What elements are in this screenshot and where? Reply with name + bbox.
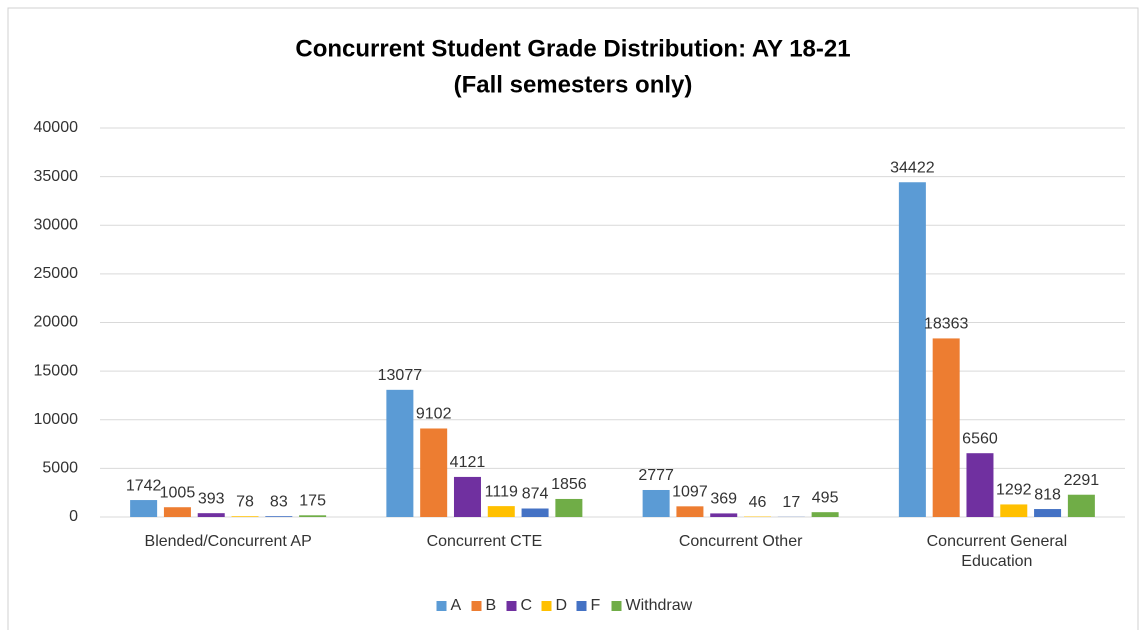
y-tick-label: 35000 [34,168,79,185]
bar [265,516,293,517]
x-tick-label: Concurrent General Education [926,533,1068,570]
legend-swatch [541,601,552,611]
chart-frame [7,7,1139,630]
legend-swatch [506,601,517,611]
data-label: 393 [198,490,225,507]
data-label: 46 [749,494,767,511]
bar [521,508,549,517]
bar [420,428,448,517]
bar [642,489,670,517]
y-tick-label: 5000 [42,460,78,477]
bar [1034,509,1062,517]
legend-swatch [471,601,482,611]
x-tick-label: Blended/Concurrent AP [144,533,312,550]
data-label: 1742 [126,477,162,494]
x-tick-label: Concurrent Other [678,533,803,550]
legend-label: C [521,597,533,614]
data-label: 2777 [638,467,674,484]
data-label: 6560 [962,430,998,447]
bar [676,506,704,517]
legend-swatch [436,601,447,611]
bar [487,506,515,517]
bar [898,182,926,518]
bar [453,476,481,517]
data-label: 13077 [378,367,423,384]
bar [130,500,158,517]
bar [1067,494,1095,517]
data-label: 34422 [890,159,935,176]
data-label: 78 [236,493,254,510]
legend-label: B [486,597,497,614]
data-label: 1005 [160,484,196,501]
chart-subtitle: (Fall semesters only) [454,71,693,98]
data-label: 495 [812,489,839,506]
y-tick-label: 10000 [34,411,79,428]
legend-swatch [576,601,587,611]
y-tick-label: 30000 [34,216,79,233]
x-tick-label: Concurrent CTE [426,533,543,550]
legend-label: Withdraw [626,597,693,614]
y-tick-label: 15000 [34,362,79,379]
data-label: 1292 [996,482,1032,499]
data-label: 369 [710,491,737,508]
bar [386,389,414,517]
bar [966,453,994,517]
data-label: 4121 [450,454,486,471]
chart-title: Concurrent Student Grade Distribution: A… [295,35,850,62]
bar [932,338,960,517]
y-tick-label: 25000 [34,265,79,282]
legend-label: A [451,597,462,614]
data-label: 18363 [924,316,969,333]
data-label: 874 [522,486,549,503]
data-label: 1097 [672,484,708,501]
y-tick-label: 20000 [34,314,79,331]
y-tick-label: 40000 [34,119,79,136]
data-label: 818 [1034,486,1061,503]
data-label: 17 [782,494,800,511]
bar [555,498,583,517]
legend-label: D [556,597,568,614]
bar [1000,504,1028,517]
data-label: 2291 [1064,472,1100,489]
data-label: 1119 [485,483,518,500]
data-label: 9102 [416,406,452,423]
legend-label: F [591,597,601,614]
bar [231,516,259,517]
legend-swatch [611,601,622,611]
data-label: 175 [299,493,326,510]
bar [299,515,327,517]
y-tick-label: 0 [69,508,78,525]
bar [710,513,738,517]
data-label: 83 [270,493,288,510]
bar [197,513,225,517]
bar [811,512,839,517]
data-label: 1856 [551,476,587,493]
bar [163,507,191,517]
